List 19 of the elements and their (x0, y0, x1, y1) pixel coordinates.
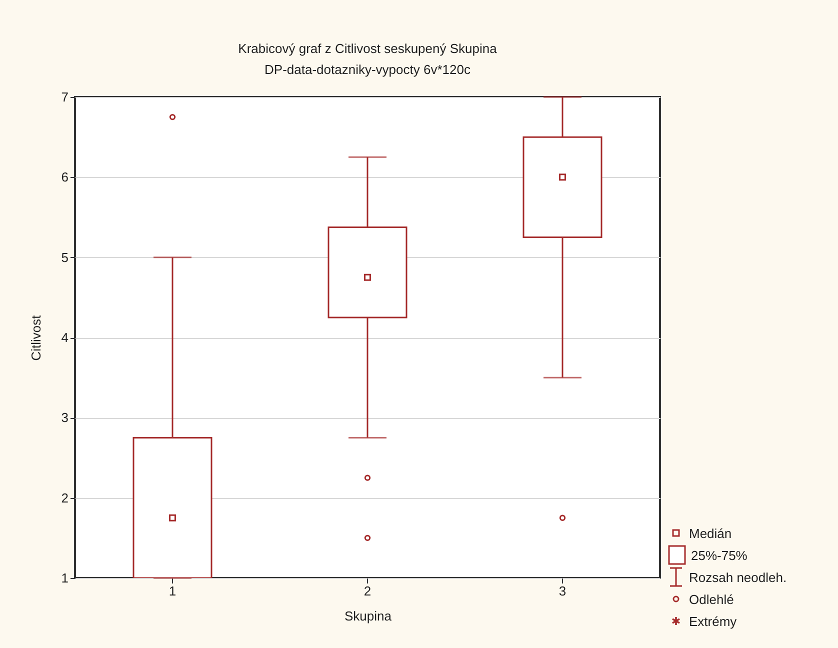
chart-subtitle: DP-data-dotazniky-vypocty 6v*120c (264, 62, 471, 77)
text: Odlehlé (689, 592, 734, 606)
text: 25%-75% (691, 548, 748, 562)
y-tick-label: 5 (61, 250, 68, 265)
x-tick-label: 2 (364, 584, 372, 598)
y-tick-label: 2 (61, 490, 68, 506)
text: Medián (689, 526, 732, 540)
y-tick-label: 6 (61, 170, 68, 185)
y-tick-label: 1 (61, 570, 68, 586)
y-tick-label: 7 (61, 90, 68, 104)
x-axis-title: Skupina (344, 608, 392, 624)
text: Extrémy (689, 614, 737, 628)
text: Rozsah neodleh. (689, 570, 787, 584)
y-tick-label: 3 (61, 410, 68, 426)
chart-title: Krabicový graf z Citlivost seskupený Skupina (238, 41, 498, 56)
x-tick-label: 3 (558, 584, 566, 598)
x-tick-label: 1 (168, 584, 176, 598)
y-axis-title: Citlivost (28, 314, 44, 361)
y-tick-label: 4 (61, 330, 68, 345)
